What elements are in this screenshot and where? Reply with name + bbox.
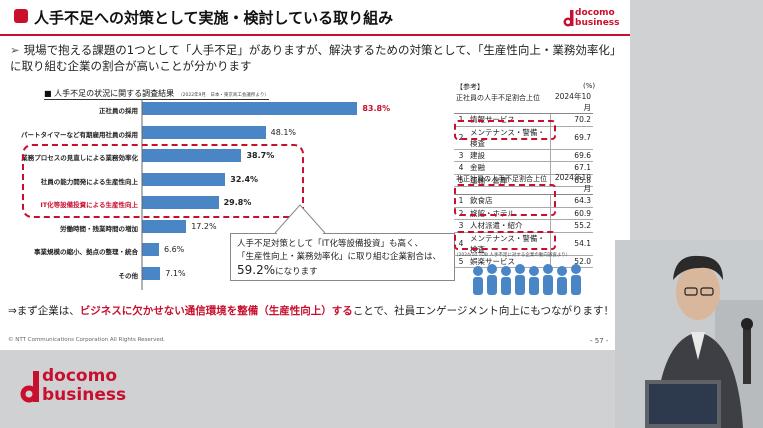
rank-cell: 2 [454,207,468,220]
chart-bar [142,196,219,209]
table-row: 2 旅館・ホテル 60.9 [454,207,593,220]
rank-cell: 5 [454,255,468,268]
bar-category-label: IT化等設備投資による生産性向上 [40,201,138,209]
callout-line-1: 人手不足対策として「IT化等設備投資」も高く、 [237,239,423,249]
logo-text-business: business [575,18,620,28]
name-cell: 情報サービス [468,113,551,127]
chart-title: ■ 人手不足の状況に関する調査結果 （2022年9月 日本・東京商工会議所より） [44,88,269,100]
logo-text-docomo: docomo [575,8,615,18]
video-logo-business: business [42,385,127,405]
callout-suffix: になります [275,267,318,277]
chart-source: （2022年9月 日本・東京商工会議所より） [178,93,269,98]
table-source-note: （2024/10 TDB 人手不足に対する企業の動向調査より） [454,253,571,258]
bottom-suffix: ことで、社員エンゲージメント向上にもつながります！ [352,305,614,317]
value-cell: 69.7 [550,126,593,150]
highlight-entertainment [454,231,556,250]
bar-category-label: パートタイマーなど有期雇用社員の採用 [21,130,138,139]
rank-cell: 3 [454,149,468,162]
table2-col-header: 2024年10月 [550,172,593,195]
bar-value-label: 83.8% [362,104,391,113]
chart-axis [141,99,143,290]
highlight-construction [454,120,556,140]
bar-value-label: 29.8% [223,198,252,207]
value-cell: 70.2 [550,113,593,127]
table-row: 2 メンテナンス・警備・検査 69.7 [454,126,593,150]
chart-bar [142,102,358,115]
highlight-dashed-box [22,144,304,218]
table-row: 1 飲食店 64.3 [454,194,593,208]
rank-cell: 1 [454,194,468,208]
presentation-slide: 人手不足への対策として実施・検討している取り組み docomo business… [0,0,630,350]
chart-bar [142,266,161,280]
callout-line-2: 「生産性向上・業務効率化」に取り組む企業割合は、 [237,252,442,262]
chart-bar [142,125,266,139]
table-parttime-shortage: 2024年10月 1 飲食店 64.3 2 旅館・ホテル 60.9 3 人材派遣・紹介 55.2… [454,172,593,268]
callout-bubble: 人手不足対策として「IT化等設備投資」も高く、 「生産性向上・業務効率化」に取り… [230,233,455,281]
bottom-message: ⇒まず企業は、ビジネスに欠かせない通信環境を整備（生産性向上）することで、社員エ… [8,303,614,318]
name-cell: 旅館・ホテル [468,207,551,220]
lead-text: ➢ 現場で抱える課題の1つとして「人手不足」がありますが、解決するための対策として… [10,42,620,74]
bar-category-label: その他 [118,271,139,280]
value-cell: 64.3 [550,194,593,208]
value-cell: 69.6 [550,149,593,162]
reference-unit: (%) [583,82,596,90]
chevron-icon: ➢ [10,43,20,57]
bar-value-label: 48.1% [270,127,297,137]
chart-title-text: ■ 人手不足の状況に関する調査結果 [44,89,175,98]
page-number: - 57 - [590,337,609,345]
copyright: © NTT Communications Corporation All Rig… [8,337,165,343]
bar-chart: 正社員の採用 83.8% パートタイマーなど有期雇用社員の採用 48.1% 業務プロセス… [21,99,391,290]
bottom-highlight: ビジネスに欠かせない通信環境を整備（生産性向上）する [79,305,353,317]
bar-category-label: 正社員の採用 [99,107,138,115]
name-cell: 娯楽サービス [468,255,551,268]
highlight-restaurant-hotel [454,184,556,216]
value-cell: 54.1 [550,232,593,256]
callout-pointer [274,204,326,234]
rank-cell: 2 [454,126,468,150]
table-row: 5 娯楽サービス 52.0 [454,255,593,268]
callout-value: 59.2% [237,263,276,277]
table1-col-header: 2024年10月 [550,91,593,114]
bar-category-label: 事業規模の縮小、拠点の整理・統合 [34,248,138,256]
bar-value-label: 32.4% [230,174,259,184]
presenter-video [615,240,763,428]
bottom-prefix: ⇒まず企業は、 [8,305,80,317]
value-cell: 55.2 [550,219,593,233]
bar-value-label: 38.7% [246,151,275,160]
workers-illustration [473,264,581,295]
chart-bar [142,243,159,256]
chart-bar [142,149,242,162]
docomo-d-large-icon [20,371,39,403]
chart-bar [142,219,187,233]
bar-value-label: 17.2% [191,221,217,231]
chart-bar [142,172,226,186]
name-cell: メンテナンス・警備・検査 [468,126,551,150]
table-row: 3 建設 69.6 [454,149,593,162]
slide-header: 人手不足への対策として実施・検討している取り組み docomo business [0,0,630,36]
name-cell: 飲食店 [468,194,551,208]
bar-category-label: 労働時間・残業時間の増加 [60,224,138,233]
docomo-d-icon [563,10,574,27]
name-cell: 建設 [468,149,551,162]
bar-category-label: 業務プロセスの見直しによる業務効率化 [21,154,138,162]
slide-title: 人手不足への対策として実施・検討している取り組み [34,9,394,27]
lead-sentence: 現場で抱える課題の1つとして「人手不足」がありますが、解決するための対策として、… [10,43,616,73]
reference-label: 【参考】 [456,83,484,91]
bar-value-label: 6.6% [163,245,185,254]
bar-category-label: 社員の能力開発による生産性向上 [40,177,138,186]
bar-value-label: 7.1% [165,268,186,278]
title-marker [14,9,28,23]
video-logo-docomo: docomo [42,366,117,386]
value-cell: 60.9 [550,207,593,220]
table-row: 4 金融 67.1 [454,161,593,175]
